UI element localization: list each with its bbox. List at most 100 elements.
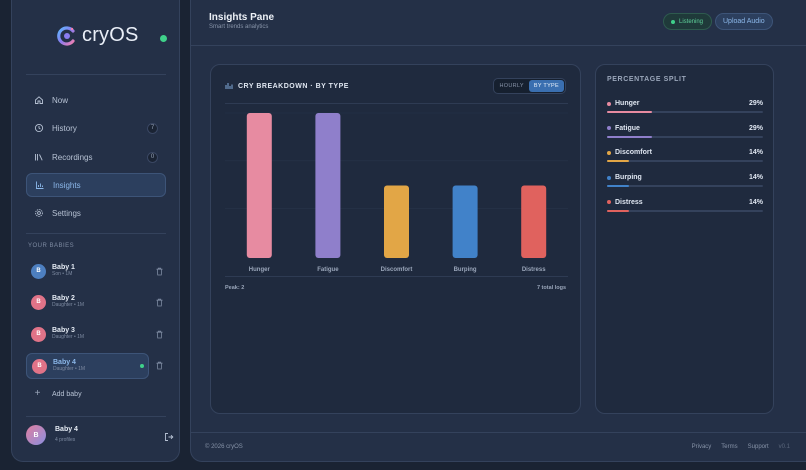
listening-dot <box>671 19 675 24</box>
split-label-text: Distress <box>615 198 643 206</box>
chart-total-logs: 7 total logs <box>536 285 566 291</box>
sidebar-item-label: Now <box>52 95 69 105</box>
profile-name: Baby 4 <box>55 426 78 434</box>
header-divider <box>191 45 806 46</box>
bar-chart-icon <box>225 83 233 89</box>
footer-links: Privacy Terms Support v0.1 <box>682 444 790 450</box>
split-label-text: Hunger <box>615 100 640 107</box>
baby-details: Daughter • 1M <box>52 334 85 341</box>
split-label-text: Burping <box>615 174 642 182</box>
listening-label: Listening <box>679 18 704 25</box>
divider <box>225 103 568 104</box>
split-row-discomfort: Discomfort 14% <box>607 149 763 169</box>
version-label: v0.1 <box>778 444 790 450</box>
split-row-distress: Distress 14% <box>607 199 763 219</box>
trash-icon[interactable] <box>155 267 164 276</box>
sidebar-item-insights[interactable]: Insights <box>26 173 166 197</box>
x-tick-label: Distress <box>522 267 546 273</box>
baby-name: Baby 2 <box>52 295 75 303</box>
active-baby-dot <box>140 364 144 368</box>
avatar: B <box>26 425 46 445</box>
logo-icon <box>56 25 78 47</box>
sidebar: cryOS Now History 7 Recordings 0 Insight… <box>11 0 180 462</box>
sidebar-item-label: Settings <box>52 208 81 218</box>
sidebar-item-history[interactable]: History 7 <box>26 116 166 140</box>
toggle-by-type[interactable]: BY TYPE <box>528 80 564 92</box>
profile-count: 4 profiles <box>55 437 76 444</box>
trash-icon[interactable] <box>155 298 164 307</box>
sidebar-item-label: Recordings <box>52 152 93 162</box>
divider <box>26 233 166 234</box>
home-icon <box>35 96 43 104</box>
chart-icon <box>36 181 44 189</box>
toggle-hourly[interactable]: HOURLY <box>499 83 524 89</box>
progress-track <box>607 209 763 212</box>
app-logo[interactable]: cryOS <box>56 24 139 47</box>
baby-item-1[interactable]: B Baby 1 Son • 1M <box>26 258 149 284</box>
baby-details: Daughter • 1M <box>52 302 85 309</box>
progress-fill <box>607 160 629 163</box>
sidebar-item-label: History <box>52 123 77 133</box>
avatar: B <box>31 326 46 342</box>
split-label: Fatigue <box>607 125 640 132</box>
progress-fill <box>607 135 653 138</box>
support-link[interactable]: Support <box>747 444 769 450</box>
split-label-text: Fatigue <box>615 124 640 132</box>
bar-burping[interactable] <box>452 185 478 259</box>
terms-link[interactable]: Terms <box>721 444 738 450</box>
split-label-text: Discomfort <box>615 149 652 157</box>
divider <box>225 276 568 277</box>
progress-track <box>607 135 763 138</box>
plus-icon: + <box>34 388 41 399</box>
gear-icon <box>35 209 43 217</box>
split-label: Distress <box>607 199 643 206</box>
add-baby-button[interactable]: + Add baby <box>32 389 82 400</box>
current-profile[interactable]: B Baby 4 4 profiles <box>26 425 78 445</box>
sidebar-item-now[interactable]: Now <box>26 88 166 112</box>
legend-dot <box>607 175 611 180</box>
baby-item-3[interactable]: B Baby 3 Daughter • 1M <box>26 321 149 347</box>
x-tick-label: Burping <box>454 267 477 273</box>
listening-status: Listening <box>663 13 713 30</box>
bar-distress[interactable] <box>521 185 547 259</box>
page-subtitle: Smart trends analytics <box>209 24 269 30</box>
avatar: B <box>32 358 47 374</box>
history-icon <box>34 123 44 133</box>
split-row-hunger: Hunger 29% <box>607 100 763 120</box>
baby-name: Baby 4 <box>53 359 76 367</box>
legend-dot <box>607 150 611 155</box>
trash-icon[interactable] <box>155 330 164 339</box>
split-percent: 14% <box>748 174 763 182</box>
chart-title-text: CRY BREAKDOWN · BY TYPE <box>238 82 349 90</box>
trash-icon[interactable] <box>155 361 164 370</box>
progress-track <box>607 185 763 188</box>
bar-discomfort[interactable] <box>384 185 409 259</box>
privacy-link[interactable]: Privacy <box>691 444 712 450</box>
logout-icon[interactable] <box>164 432 174 442</box>
split-label: Discomfort <box>607 149 652 156</box>
chart-title: CRY BREAKDOWN · BY TYPE <box>225 82 349 90</box>
bar-hunger[interactable] <box>246 113 272 258</box>
chart-peak: Peak: 2 <box>225 285 245 291</box>
sidebar-item-recordings[interactable]: Recordings 0 <box>26 145 166 169</box>
split-percent: 14% <box>748 149 763 157</box>
baby-name: Baby 3 <box>52 327 75 335</box>
legend-dot <box>607 101 611 106</box>
x-tick-label: Fatigue <box>317 267 339 273</box>
legend-dot <box>607 200 611 205</box>
divider <box>26 74 166 75</box>
legend-dot <box>607 126 611 131</box>
bar-fatigue[interactable] <box>315 113 341 258</box>
app-name: cryOS <box>82 24 139 46</box>
sidebar-item-label: Insights <box>53 180 81 190</box>
baby-item-4[interactable]: B Baby 4 Daughter • 1M <box>26 353 149 379</box>
split-label: Burping <box>607 174 642 181</box>
upload-audio-button[interactable]: Upload Audio <box>715 13 773 30</box>
split-percent: 14% <box>748 198 763 206</box>
sidebar-item-settings[interactable]: Settings <box>26 201 166 225</box>
add-baby-label: Add baby <box>52 391 82 398</box>
split-percent: 29% <box>748 124 763 132</box>
baby-details: Daughter • 1M <box>53 366 86 373</box>
main-panel: Insights Pane Smart trends analytics Lis… <box>190 0 806 462</box>
baby-item-2[interactable]: B Baby 2 Daughter • 1M <box>26 289 149 315</box>
